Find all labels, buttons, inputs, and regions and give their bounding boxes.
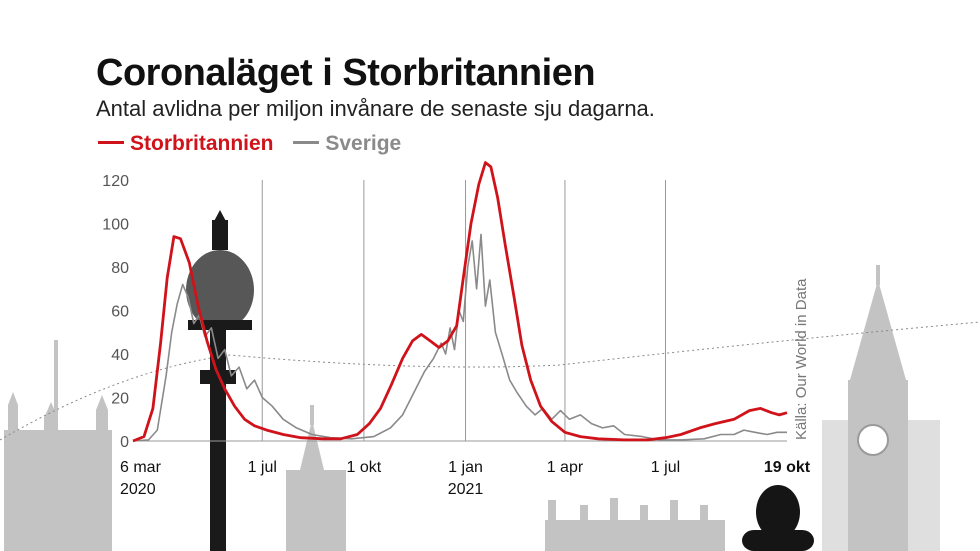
x-tick-year: 2021 (448, 481, 484, 498)
y-tick-label: 80 (111, 260, 129, 277)
y-tick-label: 100 (102, 217, 129, 234)
legend-item-uk: Storbritannien (98, 132, 274, 156)
y-tick-label: 0 (120, 434, 129, 451)
series-line-sverige (132, 233, 787, 442)
y-axis: 0 20 40 60 80 100 120 (102, 173, 129, 451)
legend-item-se: Sverige (293, 132, 401, 156)
x-tick-label: 19 okt (764, 459, 811, 476)
series-line-storbritannien (132, 161, 788, 443)
x-tick-label: 1 jan (448, 459, 483, 476)
x-tick-label: 1 jul (651, 459, 680, 476)
x-tick-label: 1 apr (547, 459, 584, 476)
y-tick-label: 60 (111, 304, 129, 321)
y-tick-label: 20 (111, 391, 129, 408)
chart-subtitle: Antal avlidna per miljon invånare de sen… (96, 96, 655, 121)
y-tick-label: 120 (102, 173, 129, 190)
source-note: Källa: Our World in Data (793, 278, 810, 440)
legend: Storbritannien Sverige (98, 132, 415, 156)
chart-title: Coronaläget i Storbritannien (96, 52, 596, 94)
y-tick-label: 40 (111, 347, 129, 364)
legend-swatch-se (293, 140, 320, 144)
legend-label-uk: Storbritannien (130, 132, 274, 155)
x-tick-label: 1 okt (347, 459, 382, 476)
x-axis: 6 mar 2020 1 jul 1 okt 1 jan 2021 1 apr 1 jul 19… (120, 459, 811, 498)
x-tick-year: 2020 (120, 481, 156, 498)
legend-swatch-uk (98, 140, 124, 144)
legend-label-se: Sverige (325, 132, 402, 155)
chart-series (132, 161, 788, 443)
x-tick-label: 1 jul (248, 459, 277, 476)
x-tick-label: 6 mar (120, 459, 162, 476)
